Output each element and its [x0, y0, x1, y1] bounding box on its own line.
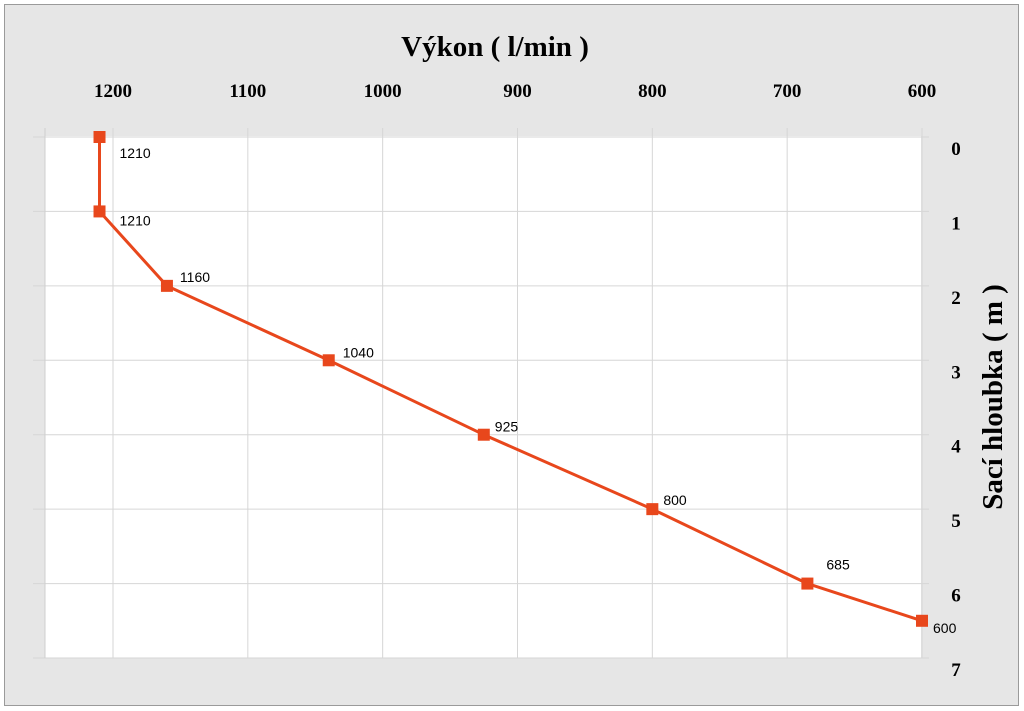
data-label: 925 — [495, 419, 519, 435]
x-tick-label: 600 — [908, 81, 937, 102]
y-tick-label: 6 — [951, 586, 961, 607]
y-tick-label: 7 — [951, 660, 961, 681]
data-labels: 1210 1210 1160 1040 925 800 685 600 — [120, 145, 957, 636]
x-tick-label: 900 — [503, 81, 532, 102]
data-point — [322, 354, 335, 367]
x-axis-ticks: 1200 1100 1000 900 800 700 600 — [94, 81, 936, 102]
x-tick-label: 1100 — [229, 81, 266, 102]
data-label: 800 — [663, 492, 687, 508]
series-line — [98, 137, 923, 623]
y-axis-ticks: 0 1 2 3 4 5 6 7 — [951, 139, 961, 681]
data-point — [160, 279, 173, 292]
x-axis-title: Výkon ( l/min ) — [401, 31, 589, 63]
x-tick-label: 700 — [773, 81, 802, 102]
x-tick-label: 1200 — [94, 81, 132, 102]
data-point — [93, 205, 106, 218]
data-point — [801, 577, 814, 590]
data-point — [93, 131, 106, 143]
data-label: 1040 — [343, 344, 374, 360]
data-label: 1210 — [120, 145, 151, 161]
data-point — [916, 614, 928, 627]
x-tick-label: 800 — [638, 81, 667, 102]
y-axis-title: Sací hloubka ( m ) — [977, 284, 1009, 510]
y-tick-label: 4 — [951, 437, 961, 458]
x-tick-label: 1000 — [364, 81, 402, 102]
y-tick-label: 3 — [951, 362, 961, 383]
plot-area — [45, 136, 921, 658]
y-tick-label: 1 — [951, 213, 961, 234]
data-label: 600 — [933, 620, 957, 636]
y-tick-label: 2 — [951, 288, 961, 309]
gridlines — [33, 128, 929, 659]
data-label: 1210 — [120, 212, 151, 228]
data-label: 1160 — [180, 269, 210, 285]
data-label: 685 — [826, 557, 850, 573]
data-point — [646, 503, 659, 516]
y-tick-label: 5 — [951, 511, 961, 532]
data-point — [477, 428, 490, 441]
data-markers — [93, 131, 928, 627]
y-tick-label: 0 — [951, 139, 961, 160]
